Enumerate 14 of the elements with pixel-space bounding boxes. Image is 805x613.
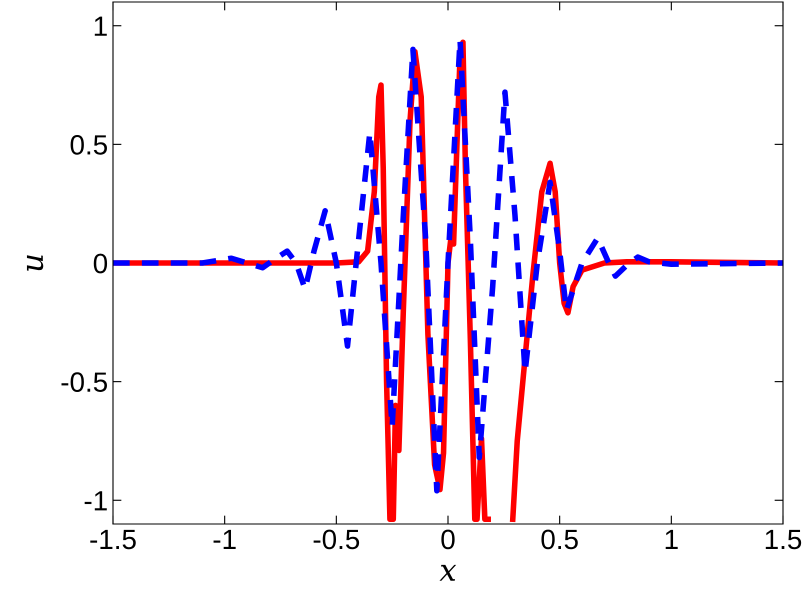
x-tick-label: 0 [441, 530, 455, 550]
y-axis-title: u [26, 255, 44, 271]
y-tick-label: 1 [94, 16, 107, 36]
y-tick-label: 0.5 [70, 135, 107, 155]
x-tick-label: 1.5 [766, 530, 802, 550]
x-axis-title: x [439, 564, 456, 581]
x-tick-label: -1.5 [90, 530, 136, 550]
y-tick-label: 0 [94, 254, 108, 274]
x-tick-label: 0.5 [541, 530, 578, 550]
y-tick-label: -1 [84, 491, 107, 510]
x-tick-label: 1 [666, 530, 678, 549]
x-tick-label: -1 [214, 530, 236, 549]
x-tick-label: -0.5 [314, 530, 360, 550]
y-tick-label: -0.5 [62, 372, 107, 392]
